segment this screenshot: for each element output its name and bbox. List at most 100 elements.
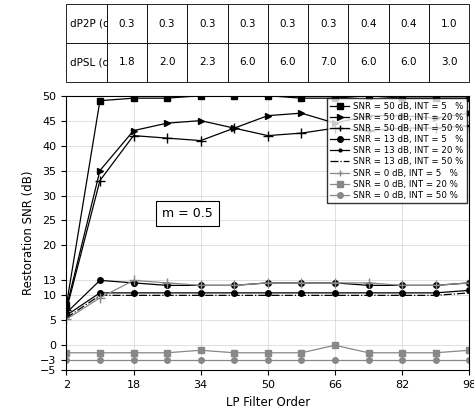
SNR = 13 dB, INT = 50 % bbox=[299, 293, 304, 298]
Line: SNR = 50 dB, INT = 5   %: SNR = 50 dB, INT = 5 % bbox=[64, 93, 472, 308]
SNR = 0 dB, INT = 5   % bbox=[265, 280, 271, 285]
Line: SNR = 0 dB, INT = 20 %: SNR = 0 dB, INT = 20 % bbox=[64, 342, 472, 356]
SNR = 0 dB, INT = 20 % bbox=[198, 348, 203, 353]
SNR = 50 dB, INT = 20 % bbox=[198, 118, 203, 123]
SNR = 50 dB, INT = 20 % bbox=[64, 305, 69, 310]
SNR = 13 dB, INT = 50 % bbox=[332, 293, 338, 298]
SNR = 50 dB, INT = 50 % bbox=[131, 133, 137, 138]
SNR = 50 dB, INT = 20 % bbox=[97, 168, 103, 173]
SNR = 13 dB, INT = 50 % bbox=[466, 290, 472, 295]
SNR = 13 dB, INT = 20 % bbox=[198, 290, 203, 295]
SNR = 50 dB, INT = 20 % bbox=[164, 121, 170, 126]
SNR = 50 dB, INT = 20 % bbox=[399, 113, 405, 118]
SNR = 13 dB, INT = 50 % bbox=[97, 293, 103, 298]
SNR = 0 dB, INT = 5   % bbox=[164, 280, 170, 285]
SNR = 13 dB, INT = 20 % bbox=[131, 290, 137, 295]
SNR = 50 dB, INT = 5   % bbox=[198, 93, 203, 98]
SNR = 50 dB, INT = 50 % bbox=[164, 136, 170, 141]
SNR = 0 dB, INT = 5   % bbox=[131, 278, 137, 283]
SNR = 0 dB, INT = 20 % bbox=[97, 350, 103, 355]
SNR = 0 dB, INT = 50 % bbox=[97, 358, 103, 363]
SNR = 0 dB, INT = 50 % bbox=[365, 358, 371, 363]
SNR = 0 dB, INT = 20 % bbox=[231, 350, 237, 355]
SNR = 13 dB, INT = 50 % bbox=[365, 293, 371, 298]
SNR = 50 dB, INT = 50 % bbox=[265, 133, 271, 138]
SNR = 0 dB, INT = 50 % bbox=[131, 358, 137, 363]
SNR = 0 dB, INT = 50 % bbox=[332, 358, 338, 363]
SNR = 0 dB, INT = 20 % bbox=[365, 350, 371, 355]
SNR = 13 dB, INT = 50 % bbox=[198, 293, 203, 298]
SNR = 13 dB, INT = 5   % bbox=[466, 280, 472, 285]
SNR = 0 dB, INT = 20 % bbox=[399, 350, 405, 355]
SNR = 0 dB, INT = 5   % bbox=[433, 283, 438, 288]
SNR = 13 dB, INT = 20 % bbox=[466, 288, 472, 293]
SNR = 50 dB, INT = 50 % bbox=[399, 126, 405, 131]
SNR = 50 dB, INT = 50 % bbox=[231, 126, 237, 131]
SNR = 50 dB, INT = 50 % bbox=[299, 131, 304, 136]
SNR = 0 dB, INT = 20 % bbox=[131, 350, 137, 355]
SNR = 50 dB, INT = 50 % bbox=[198, 138, 203, 143]
SNR = 0 dB, INT = 5   % bbox=[198, 283, 203, 288]
SNR = 0 dB, INT = 5   % bbox=[332, 280, 338, 285]
SNR = 50 dB, INT = 5   % bbox=[265, 93, 271, 98]
Text: m = 0.5: m = 0.5 bbox=[162, 207, 213, 220]
SNR = 13 dB, INT = 5   % bbox=[164, 283, 170, 288]
SNR = 0 dB, INT = 5   % bbox=[299, 280, 304, 285]
SNR = 0 dB, INT = 50 % bbox=[64, 358, 69, 363]
Legend: SNR = 50 dB, INT = 5   %, SNR = 50 dB, INT = 20 %, SNR = 50 dB, INT = 50 %, SNR : SNR = 50 dB, INT = 5 %, SNR = 50 dB, INT… bbox=[327, 98, 467, 203]
Line: SNR = 50 dB, INT = 20 %: SNR = 50 dB, INT = 20 % bbox=[63, 110, 473, 311]
X-axis label: LP Filter Order: LP Filter Order bbox=[226, 396, 310, 409]
SNR = 50 dB, INT = 5   % bbox=[433, 96, 438, 101]
SNR = 50 dB, INT = 5   % bbox=[164, 96, 170, 101]
SNR = 13 dB, INT = 20 % bbox=[265, 290, 271, 295]
SNR = 13 dB, INT = 5   % bbox=[332, 280, 338, 285]
SNR = 50 dB, INT = 50 % bbox=[97, 178, 103, 183]
SNR = 13 dB, INT = 5   % bbox=[365, 283, 371, 288]
SNR = 50 dB, INT = 5   % bbox=[64, 303, 69, 308]
SNR = 50 dB, INT = 20 % bbox=[365, 113, 371, 118]
SNR = 0 dB, INT = 20 % bbox=[433, 350, 438, 355]
SNR = 13 dB, INT = 20 % bbox=[164, 290, 170, 295]
SNR = 13 dB, INT = 50 % bbox=[433, 293, 438, 298]
SNR = 0 dB, INT = 20 % bbox=[332, 343, 338, 348]
SNR = 13 dB, INT = 20 % bbox=[64, 313, 69, 318]
Line: SNR = 13 dB, INT = 50 %: SNR = 13 dB, INT = 50 % bbox=[66, 293, 469, 318]
SNR = 50 dB, INT = 5   % bbox=[131, 96, 137, 101]
SNR = 50 dB, INT = 20 % bbox=[332, 121, 338, 126]
SNR = 50 dB, INT = 50 % bbox=[365, 128, 371, 133]
SNR = 50 dB, INT = 50 % bbox=[64, 308, 69, 313]
Line: SNR = 0 dB, INT = 5   %: SNR = 0 dB, INT = 5 % bbox=[62, 275, 474, 324]
SNR = 13 dB, INT = 5   % bbox=[299, 280, 304, 285]
SNR = 13 dB, INT = 5   % bbox=[433, 283, 438, 288]
SNR = 0 dB, INT = 20 % bbox=[299, 350, 304, 355]
SNR = 50 dB, INT = 20 % bbox=[131, 128, 137, 133]
SNR = 13 dB, INT = 50 % bbox=[265, 293, 271, 298]
SNR = 13 dB, INT = 50 % bbox=[131, 293, 137, 298]
SNR = 13 dB, INT = 5   % bbox=[198, 283, 203, 288]
Line: SNR = 13 dB, INT = 20 %: SNR = 13 dB, INT = 20 % bbox=[61, 285, 474, 321]
Line: SNR = 13 dB, INT = 5   %: SNR = 13 dB, INT = 5 % bbox=[64, 277, 472, 316]
SNR = 50 dB, INT = 20 % bbox=[231, 126, 237, 131]
SNR = 0 dB, INT = 5   % bbox=[399, 283, 405, 288]
SNR = 0 dB, INT = 50 % bbox=[433, 358, 438, 363]
SNR = 13 dB, INT = 20 % bbox=[299, 290, 304, 295]
SNR = 0 dB, INT = 20 % bbox=[164, 350, 170, 355]
SNR = 0 dB, INT = 50 % bbox=[299, 358, 304, 363]
SNR = 13 dB, INT = 20 % bbox=[433, 290, 438, 295]
SNR = 0 dB, INT = 20 % bbox=[265, 350, 271, 355]
SNR = 0 dB, INT = 50 % bbox=[265, 358, 271, 363]
SNR = 50 dB, INT = 50 % bbox=[332, 126, 338, 131]
SNR = 13 dB, INT = 20 % bbox=[231, 290, 237, 295]
SNR = 50 dB, INT = 5   % bbox=[399, 96, 405, 101]
SNR = 0 dB, INT = 5   % bbox=[231, 283, 237, 288]
SNR = 50 dB, INT = 5   % bbox=[365, 93, 371, 98]
SNR = 13 dB, INT = 5   % bbox=[231, 283, 237, 288]
SNR = 0 dB, INT = 20 % bbox=[466, 348, 472, 353]
SNR = 13 dB, INT = 50 % bbox=[164, 293, 170, 298]
SNR = 50 dB, INT = 20 % bbox=[433, 116, 438, 121]
SNR = 13 dB, INT = 20 % bbox=[332, 290, 338, 295]
SNR = 13 dB, INT = 20 % bbox=[399, 290, 405, 295]
SNR = 13 dB, INT = 20 % bbox=[97, 290, 103, 295]
SNR = 13 dB, INT = 5   % bbox=[97, 278, 103, 283]
SNR = 13 dB, INT = 50 % bbox=[231, 293, 237, 298]
